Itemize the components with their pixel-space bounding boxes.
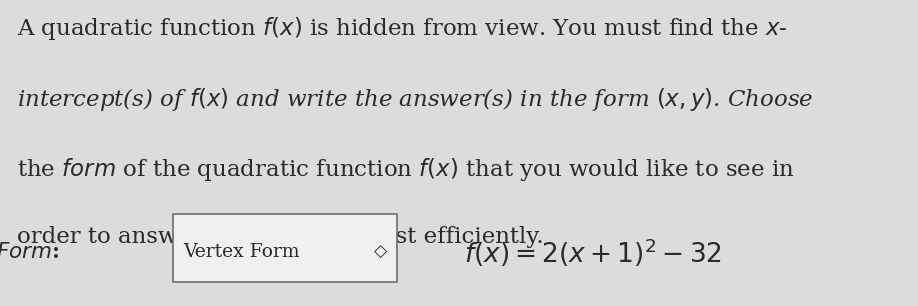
Text: the $\it{form}$ of the quadratic function $f(x)$ that you would like to see in: the $\it{form}$ of the quadratic functio… — [17, 156, 794, 183]
Text: $\mathit{Form}$:: $\mathit{Form}$: — [0, 241, 60, 263]
FancyBboxPatch shape — [173, 214, 397, 282]
Text: ◇: ◇ — [375, 244, 387, 261]
Text: Vertex Form: Vertex Form — [184, 244, 300, 261]
Text: order to answer the question most efficiently.: order to answer the question most effici… — [17, 226, 543, 248]
Text: intercept(s) of $f(x)$ and write the answer(s) in the form $(x, y)$. Choose: intercept(s) of $f(x)$ and write the ans… — [17, 86, 812, 113]
Text: $f(x) = 2(x+1)^2 - 32$: $f(x) = 2(x+1)^2 - 32$ — [464, 236, 722, 269]
Text: A quadratic function $f(x)$ is hidden from view. You must find the $x$-: A quadratic function $f(x)$ is hidden fr… — [17, 15, 788, 42]
